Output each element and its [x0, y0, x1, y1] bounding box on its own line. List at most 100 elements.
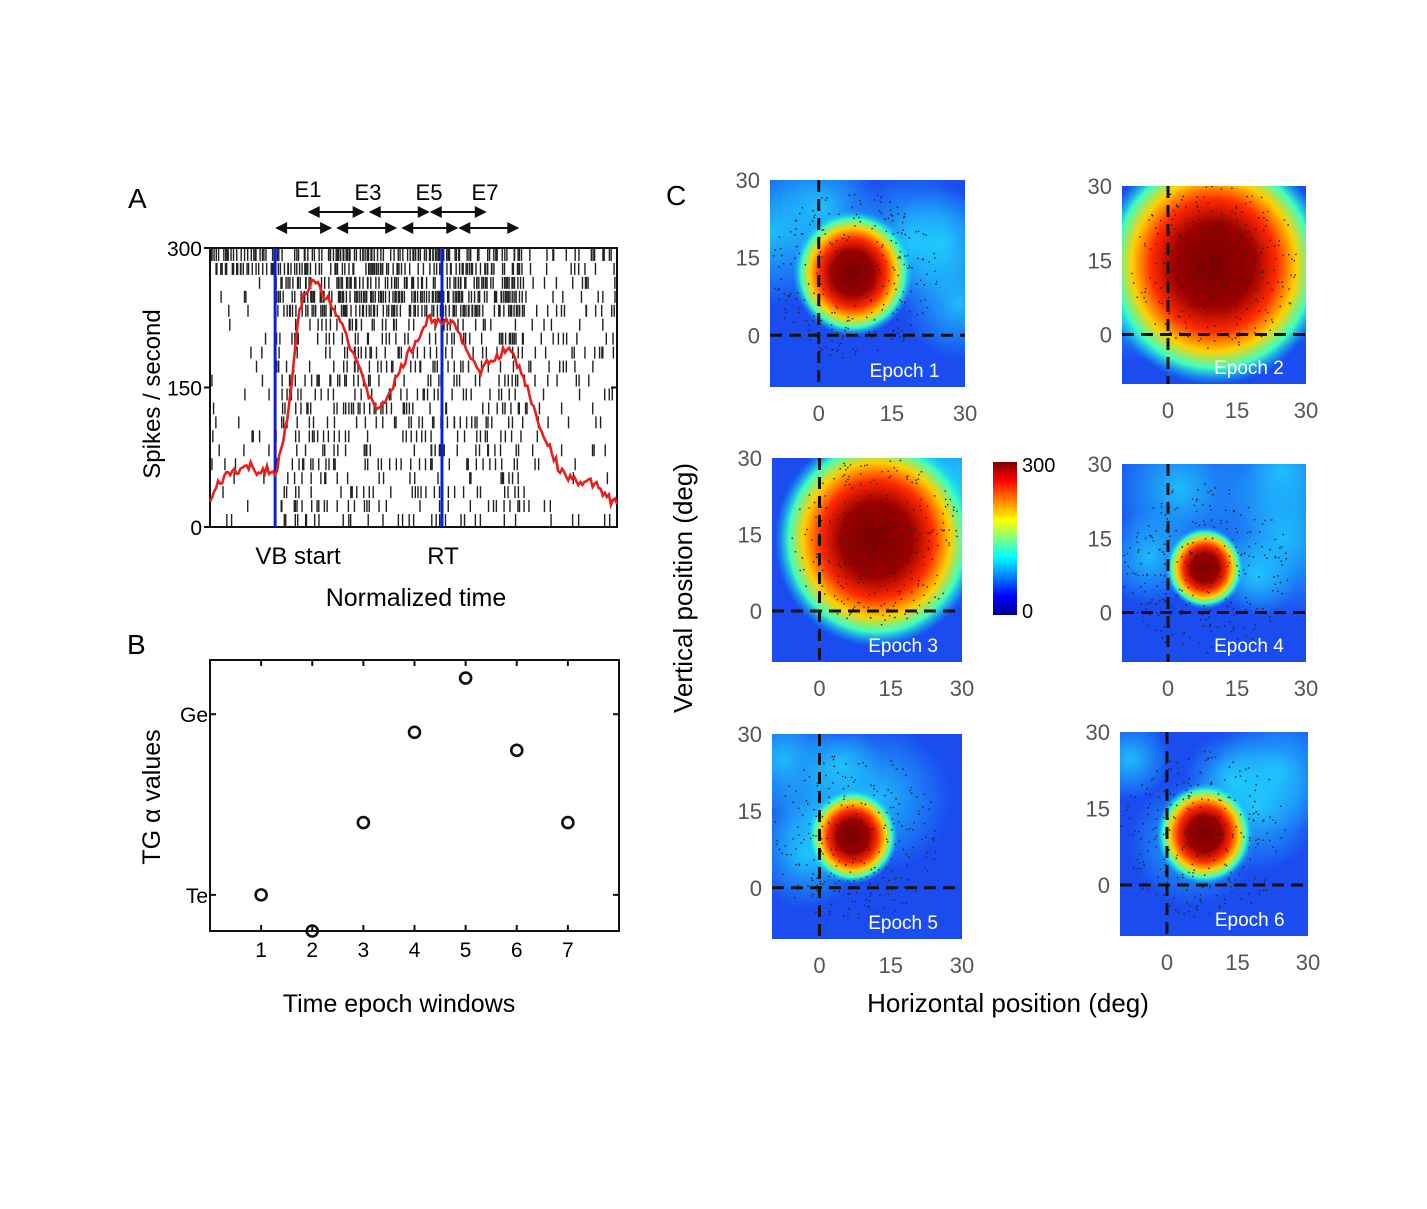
- sample-dot: [860, 878, 861, 879]
- sample-dot: [805, 264, 806, 265]
- sample-dot: [815, 517, 816, 518]
- x-tick-label: 0: [1161, 950, 1173, 975]
- sample-dot: [1194, 916, 1195, 917]
- sample-dot: [1200, 807, 1201, 808]
- sample-dot: [865, 765, 866, 766]
- sample-dot: [859, 602, 860, 603]
- sample-dot: [1198, 815, 1199, 816]
- sample-dot: [849, 484, 850, 485]
- sample-dot: [1249, 840, 1250, 841]
- heatmap-epoch-3: Epoch 30015153030: [738, 411, 1036, 701]
- sample-dot: [785, 312, 786, 313]
- sample-dot: [1266, 220, 1267, 221]
- sample-dot: [1281, 560, 1282, 561]
- sample-dot: [834, 766, 835, 767]
- sample-dot: [1207, 273, 1208, 274]
- sample-dot: [1281, 564, 1282, 565]
- sample-dot: [942, 513, 943, 514]
- sample-dot: [1240, 898, 1241, 899]
- sample-dot: [1143, 861, 1144, 862]
- sample-dot: [1136, 536, 1137, 537]
- sample-dot: [915, 231, 916, 232]
- sample-dot: [1174, 509, 1175, 510]
- sample-dot: [848, 540, 849, 541]
- sample-dot: [903, 849, 904, 850]
- sample-dot: [1267, 282, 1268, 283]
- sample-dot: [946, 539, 947, 540]
- heatmap-epoch-5: Epoch 50015153030: [728, 703, 974, 978]
- sample-dot: [850, 836, 851, 837]
- sample-dot: [1207, 591, 1208, 592]
- sample-dot: [1196, 511, 1197, 512]
- sample-dot: [922, 259, 923, 260]
- sample-dot: [1236, 565, 1237, 566]
- sample-dot: [910, 528, 911, 529]
- sample-dot: [1155, 282, 1156, 283]
- sample-dot: [805, 534, 806, 535]
- sample-dot: [834, 756, 835, 757]
- sample-dot: [852, 862, 853, 863]
- sample-dot: [921, 471, 922, 472]
- sample-dot: [865, 534, 866, 535]
- sample-dot: [892, 818, 893, 819]
- sample-dot: [774, 249, 775, 250]
- sample-dot: [870, 829, 871, 830]
- sample-dot: [1229, 621, 1230, 622]
- sample-dot: [1207, 492, 1208, 493]
- sample-dot: [902, 768, 903, 769]
- sample-dot: [779, 237, 780, 238]
- sample-dot: [893, 899, 894, 900]
- sample-dot: [1228, 877, 1229, 878]
- sample-dot: [1266, 833, 1267, 834]
- sample-dot: [929, 533, 930, 534]
- sample-dot: [917, 539, 918, 540]
- sample-dot: [1288, 254, 1289, 255]
- sample-dot: [887, 841, 888, 842]
- sample-dot: [1254, 878, 1255, 879]
- sample-dot: [845, 525, 846, 526]
- sample-dot: [860, 203, 861, 204]
- sample-dot: [828, 560, 829, 561]
- sample-dot: [1205, 851, 1206, 852]
- scatter-points: [256, 673, 574, 937]
- sample-dot: [1161, 506, 1162, 507]
- sample-dot: [1137, 551, 1138, 552]
- sample-dot: [1164, 543, 1165, 544]
- ylabel-b: TG α values: [138, 729, 166, 864]
- sample-dot: [953, 507, 954, 508]
- sample-dot: [870, 495, 871, 496]
- sample-dot: [832, 782, 833, 783]
- y-tick-label: 15: [736, 246, 760, 271]
- sample-dot: [1241, 269, 1242, 270]
- heatmap-epoch-2: Epoch 20015153030: [1068, 146, 1364, 424]
- sample-dot: [1258, 217, 1259, 218]
- sample-dot: [807, 330, 808, 331]
- sample-dot: [1221, 214, 1222, 215]
- sample-dot: [1245, 224, 1246, 225]
- sample-dot: [822, 884, 823, 885]
- sample-dot: [785, 796, 786, 797]
- sample-dot: [906, 618, 907, 619]
- heatmap-peak: [793, 210, 913, 336]
- sample-dot: [840, 545, 841, 546]
- sample-dot: [916, 796, 917, 797]
- sample-dot: [1164, 575, 1165, 576]
- sample-dot: [847, 598, 848, 599]
- sample-dot: [1183, 847, 1184, 848]
- sample-dot: [828, 802, 829, 803]
- sample-dot: [845, 469, 846, 470]
- sample-dot: [918, 810, 919, 811]
- sample-dot: [1245, 609, 1246, 610]
- sample-dot: [900, 251, 901, 252]
- sample-dot: [829, 521, 830, 522]
- sample-dot: [785, 845, 786, 846]
- sample-dot: [1255, 543, 1256, 544]
- sample-dot: [863, 288, 864, 289]
- sample-dot: [1165, 593, 1166, 594]
- sample-dot: [947, 504, 948, 505]
- sample-dot: [814, 859, 815, 860]
- sample-dot: [1164, 626, 1165, 627]
- sample-dot: [1269, 779, 1270, 780]
- sample-dot: [1155, 263, 1156, 264]
- sample-dot: [882, 286, 883, 287]
